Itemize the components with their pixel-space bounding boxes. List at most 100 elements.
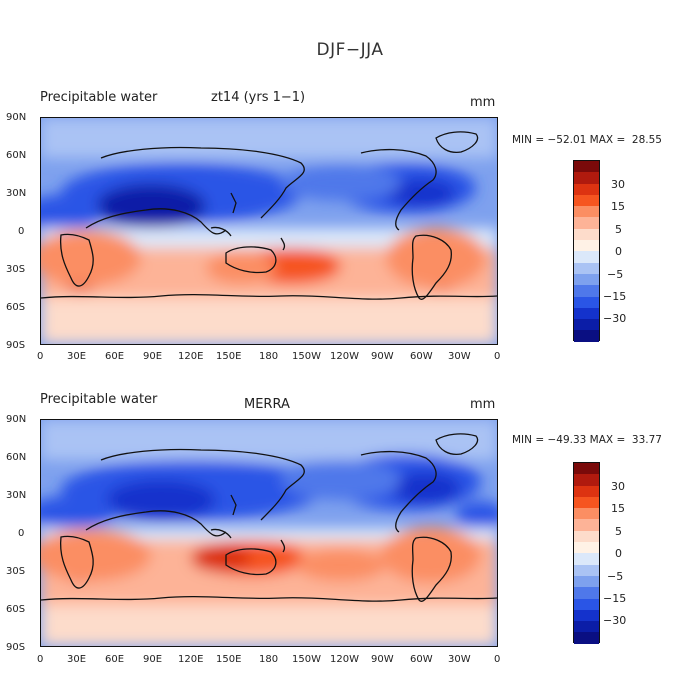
minmax-readout: MIN = −49.33 MAX = 33.77: [512, 434, 662, 446]
lon-tick-label: 150E: [216, 654, 242, 665]
colorbar-cell: [574, 194, 599, 207]
lat-tick-label: 30N: [6, 490, 27, 501]
precipitable-water-map: [40, 419, 498, 647]
colorbar-label: 15: [611, 200, 625, 213]
lon-tick-label: 30E: [67, 351, 87, 362]
colorbar-cell: [574, 296, 599, 308]
lon-tick-label: 60W: [410, 654, 433, 665]
colorbar-cell: [574, 508, 599, 520]
lon-tick-label: 30W: [448, 654, 471, 665]
lon-tick-label: 0: [37, 654, 44, 665]
lat-tick-label: 30S: [6, 264, 26, 275]
lat-tick-label: 0: [18, 226, 25, 237]
lon-tick-label: 120E: [178, 654, 204, 665]
colorbar-label: 30: [611, 178, 625, 191]
lon-tick-label: 60W: [410, 351, 433, 362]
lat-tick-label: 90S: [6, 642, 26, 653]
colorbar-cell: [574, 632, 599, 644]
colorbar-cell: [574, 598, 599, 610]
colorbar-cell: [574, 564, 599, 576]
lon-tick-label: 60E: [105, 654, 125, 665]
colorbar-cell: [574, 206, 599, 218]
colorbar-cell: [574, 217, 599, 229]
lon-tick-label: 90E: [143, 351, 163, 362]
colorbar-cell: [574, 553, 599, 565]
lat-tick-label: 60N: [6, 150, 27, 161]
panel-units: mm: [470, 397, 496, 412]
lat-tick-label: 90N: [6, 414, 27, 425]
lon-tick-label: 150W: [292, 351, 321, 362]
colorbar-cell: [574, 463, 599, 475]
lon-tick-label: 120W: [330, 654, 359, 665]
colorbar-label: 0: [615, 245, 622, 258]
lon-tick-label: 0: [37, 351, 44, 362]
precipitable-water-map: [40, 117, 498, 345]
colorbar-cell: [574, 262, 599, 274]
panel-variable-label: Precipitable water: [40, 90, 158, 105]
lon-tick-label: 0: [494, 654, 501, 665]
lat-tick-label: 60S: [6, 302, 26, 313]
colorbar-cell: [574, 273, 599, 286]
lat-tick-label: 90N: [6, 112, 27, 123]
lon-tick-label: 180: [259, 351, 279, 362]
coastlines: [41, 433, 497, 602]
lon-tick-label: 120E: [178, 351, 204, 362]
colorbar-label: 5: [615, 223, 622, 236]
colorbar-label: −5: [607, 268, 624, 281]
lon-tick-label: 0: [494, 351, 501, 362]
colorbar-cell: [574, 542, 599, 554]
colorbar-cell: [574, 474, 599, 486]
colorbar-cell: [574, 251, 599, 263]
colorbar-cell: [574, 285, 599, 297]
colorbar-cell: [574, 575, 599, 588]
colorbar-label: −15: [603, 592, 627, 605]
colorbar-label: −5: [607, 570, 624, 583]
panel-source-label: MERRA: [244, 397, 290, 412]
colorbar-cell: [574, 587, 599, 599]
lat-tick-label: 60S: [6, 604, 26, 615]
lon-tick-label: 90E: [143, 654, 163, 665]
colorbar-cell: [574, 485, 599, 497]
lon-tick-label: 90W: [371, 351, 394, 362]
lat-tick-label: 0: [18, 528, 25, 539]
lon-tick-label: 150W: [292, 654, 321, 665]
colorbar-cell: [574, 319, 599, 331]
colorbar-cell: [574, 172, 599, 184]
colorbar-cell: [574, 621, 599, 633]
page-title: DJF−JJA: [316, 40, 384, 60]
minmax-readout: MIN = −52.01 MAX = 28.55: [512, 134, 662, 146]
colorbar-cell: [574, 228, 599, 241]
colorbar-cell: [574, 530, 599, 543]
colorbar-label: −15: [603, 290, 627, 303]
colorbar-cell: [574, 330, 599, 342]
colorbar-label: 15: [611, 502, 625, 515]
colorbar-cell: [574, 496, 599, 509]
lon-tick-label: 60E: [105, 351, 125, 362]
panel-variable-label: Precipitable water: [40, 392, 158, 407]
colorbar-cell: [574, 519, 599, 531]
colorbar-label: 0: [615, 547, 622, 560]
lon-tick-label: 180: [259, 654, 279, 665]
colorbar-cell: [574, 609, 599, 622]
colorbar: [573, 160, 600, 342]
lat-tick-label: 60N: [6, 452, 27, 463]
colorbar-cell: [574, 240, 599, 252]
panel-source-label: zt14 (yrs 1−1): [211, 90, 306, 105]
lat-tick-label: 30S: [6, 566, 26, 577]
coastlines: [41, 131, 497, 300]
lon-tick-label: 90W: [371, 654, 394, 665]
lat-tick-label: 90S: [6, 340, 26, 351]
colorbar-cell: [574, 161, 599, 173]
panel-units: mm: [470, 95, 496, 110]
colorbar-cell: [574, 183, 599, 195]
map-canvas: [41, 118, 497, 344]
colorbar-label: −30: [603, 312, 627, 325]
lon-tick-label: 150E: [216, 351, 242, 362]
colorbar: [573, 462, 600, 644]
colorbar-label: 30: [611, 480, 625, 493]
lon-tick-label: 30W: [448, 351, 471, 362]
colorbar-label: 5: [615, 525, 622, 538]
colorbar-cell: [574, 307, 599, 320]
colorbar-label: −30: [603, 614, 627, 627]
lat-tick-label: 30N: [6, 188, 27, 199]
